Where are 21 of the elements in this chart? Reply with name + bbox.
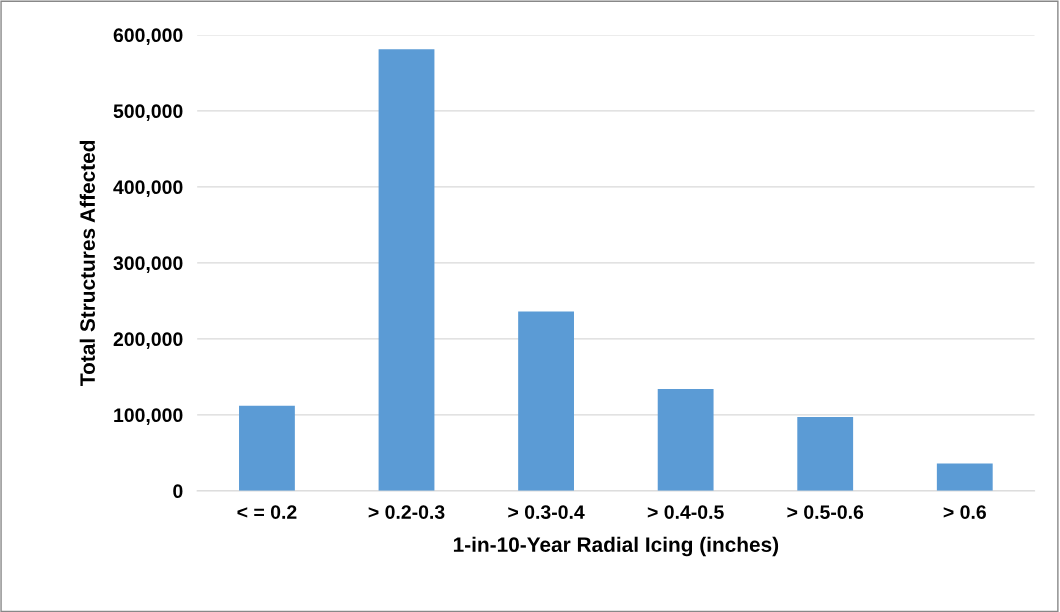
x-tick-label: > 0.2-0.3 [368,505,445,520]
bar [239,405,295,491]
bar [657,389,714,491]
bar [797,417,854,491]
y-axis-title: Total Structures Affected [79,140,95,386]
x-tick-label: < = 0.2 [237,505,297,519]
bar [518,311,574,491]
y-tick-label: 200,000 [113,332,183,349]
x-tick-label: > 0.4-0.5 [647,505,724,519]
x-tick-label: > 0.5-0.6 [787,505,864,519]
x-tick-label: > 0.3-0.4 [508,505,585,520]
y-tick-label: 100,000 [114,408,183,425]
y-tick-label: 0 [173,484,183,499]
x-tick-label: > 0.6 [943,505,986,519]
x-axis-title: 1-in-10-Year Radial Icing (inches) [453,536,779,557]
bar [378,49,435,491]
y-tick-label: 300,000 [113,256,183,273]
y-tick-label: 600,000 [113,28,183,45]
y-tick-label: 400,000 [113,180,183,197]
y-tick-label: 500,000 [113,104,183,121]
bar [936,463,993,491]
